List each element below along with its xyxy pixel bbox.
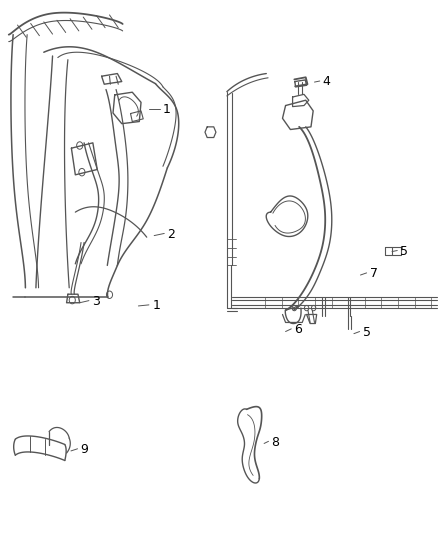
Text: 5: 5	[363, 326, 371, 339]
Text: 9: 9	[81, 443, 88, 456]
Text: 2: 2	[167, 228, 175, 241]
Text: 1: 1	[152, 299, 160, 312]
Text: 7: 7	[370, 268, 378, 280]
Text: 5: 5	[400, 245, 408, 257]
Text: 4: 4	[323, 75, 331, 88]
Text: 8: 8	[272, 436, 279, 449]
Text: 1: 1	[163, 103, 171, 116]
Text: 3: 3	[92, 295, 100, 308]
Text: 6: 6	[294, 324, 302, 336]
